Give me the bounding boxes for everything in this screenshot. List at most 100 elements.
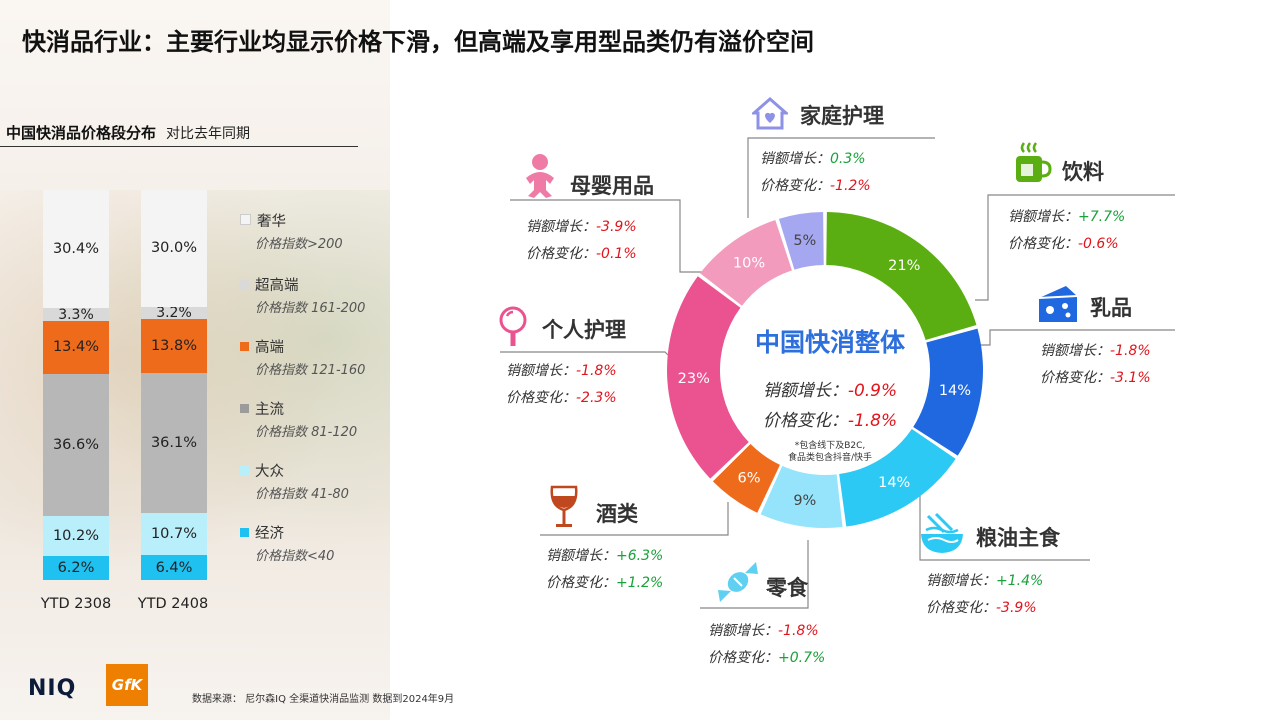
legend-sub: 价格指数 81-120 — [255, 425, 358, 440]
leader-line-baby — [510, 199, 720, 273]
staple-sales-label: 销额增长： — [926, 573, 996, 589]
legend-sub: 价格指数>200 — [255, 237, 343, 252]
subtitle-rule — [0, 146, 358, 147]
beverage-sales-value: +7.7% — [1078, 209, 1126, 225]
dairy-sales-label: 销额增长： — [1040, 343, 1110, 359]
donut-slice-2 — [839, 429, 956, 527]
bar-segment-1-2: 36.1% — [141, 372, 207, 514]
legend-item-4: 大众 价格指数 41-80 — [240, 460, 349, 502]
bar-segment-0-2: 36.6% — [43, 373, 109, 517]
category-beverage-name: 饮料 — [1062, 160, 1104, 184]
liquor-price-value: +1.2% — [616, 575, 664, 591]
beverage-price-label: 价格变化： — [1008, 236, 1078, 252]
center-price-value: -1.8% — [847, 411, 898, 431]
bar-data-label: 10.2% — [52, 527, 100, 544]
legend-sub: 价格指数<40 — [255, 549, 335, 564]
tea-cup-icon — [1016, 142, 1052, 182]
leader-line-snack — [700, 540, 809, 609]
legend-item-2: 高端价格指数 121-160 — [240, 336, 365, 378]
donut-center-note: *包含线下及B2C, 食品类包含抖音/快手 — [730, 440, 930, 464]
category-liquor-price: 价格变化：+1.2% — [546, 572, 663, 592]
category-snack-sales: 销额增长：-1.8% — [708, 620, 819, 640]
legend-sub: 价格指数 161-200 — [255, 301, 366, 316]
category-staple-sales: 销额增长：+1.4% — [926, 570, 1043, 590]
legend-name: 高端 — [255, 340, 284, 356]
donut-slice-label-6: 10% — [733, 256, 765, 272]
legend-sub: 价格指数 41-80 — [255, 487, 349, 502]
bar-chart-title: 中国快消品价格段分布 对比去年同期 — [6, 122, 250, 143]
baby-price-value: -0.1% — [596, 246, 637, 262]
category-beverage-sales: 销额增长：+7.7% — [1008, 206, 1125, 226]
category-personal-care-price: 价格变化：-2.3% — [506, 387, 617, 407]
donut-slice-1 — [913, 328, 983, 456]
leader-line-beverage — [975, 194, 1175, 301]
bar-data-label: 10.7% — [150, 526, 198, 543]
bar-data-label: 36.6% — [52, 436, 100, 453]
wine-glass-icon — [550, 485, 578, 527]
noodle-bowl-icon — [921, 512, 963, 553]
beverage-price-value: -0.6% — [1078, 236, 1119, 252]
category-liquor-name: 酒类 — [596, 502, 638, 526]
bar-segment-1-3: 13.8% — [141, 319, 207, 373]
snack-price-label: 价格变化： — [708, 650, 778, 666]
baby-icon — [526, 154, 554, 198]
bar-data-label: 13.8% — [150, 338, 198, 355]
bar-data-label: 6.4% — [155, 559, 193, 576]
baby-sales-value: -3.9% — [596, 219, 637, 235]
bar-segment-0-0: 6.2% — [43, 555, 109, 580]
legend-item-5: 经济 价格指数<40 — [240, 522, 334, 564]
bar-segment-0-3: 13.4% — [43, 321, 109, 374]
bar-data-label: 13.4% — [52, 339, 100, 356]
dairy-price-value: -3.1% — [1110, 370, 1151, 386]
niq-logo: NIQ — [28, 676, 77, 701]
category-baby-price: 价格变化：-0.1% — [526, 243, 637, 263]
staple-sales-value: +1.4% — [996, 573, 1044, 589]
legend-name: 主流 — [255, 402, 284, 418]
cheese-icon — [1038, 286, 1078, 322]
bar-chart-subtitle: 中国快消品价格段分布 — [6, 124, 157, 142]
donut-slices: 21% 14% 14% 9% 6% 23% 10% 5% — [666, 212, 983, 529]
donut-slice-7 — [778, 212, 824, 270]
data-source: 数据来源： 尼尔森IQ 全渠道快消品监测 数据到2024年9月 — [192, 694, 455, 705]
category-beverage-price: 价格变化：-0.6% — [1008, 233, 1119, 253]
center-price-label: 价格变化： — [762, 411, 848, 431]
home-care-price-label: 价格变化： — [760, 178, 830, 194]
x-tick-label-2408: YTD 2408 — [137, 596, 209, 612]
candy-icon — [718, 562, 758, 602]
category-personal-care-name: 个人护理 — [542, 318, 626, 342]
bar-segment-0-5: 30.4% — [43, 190, 109, 309]
bar-data-label: 30.0% — [150, 240, 198, 257]
donut-slice-label-5: 23% — [678, 371, 710, 387]
bar-segment-1-1: 10.7% — [141, 513, 207, 556]
liquor-price-label: 价格变化： — [546, 575, 616, 591]
legend-swatch — [240, 214, 251, 225]
legend-name: 奢华 — [257, 214, 286, 230]
personal-price-label: 价格变化： — [506, 390, 576, 406]
category-dairy-sales: 销额增长：-1.8% — [1040, 340, 1151, 360]
leader-lines — [500, 137, 1175, 609]
home-care-price-value: -1.2% — [830, 178, 871, 194]
x-tick-label-2308: YTD 2308 — [40, 596, 112, 612]
category-snack-name: 零食 — [766, 576, 808, 600]
dairy-sales-value: -1.8% — [1110, 343, 1151, 359]
category-personal-care-sales: 销额增长：-1.8% — [506, 360, 617, 380]
home-care-sales-label: 销额增长： — [760, 151, 830, 167]
legend-item-0: 奢华价格指数>200 — [240, 210, 343, 252]
category-staple-price: 价格变化：-3.9% — [926, 597, 1037, 617]
legend-item-3: 主流价格指数 81-120 — [240, 398, 357, 440]
legend-sub: 价格指数 121-160 — [255, 363, 366, 378]
bar-data-label: 30.4% — [52, 241, 100, 258]
bar-segment-0-1: 10.2% — [43, 516, 109, 556]
bar-segment-1-4: 3.2% — [141, 305, 207, 321]
leader-line-personal — [500, 351, 669, 356]
baby-sales-label: 销额增长： — [526, 219, 596, 235]
legend-swatch — [240, 280, 249, 289]
liquor-sales-value: +6.3% — [616, 548, 664, 564]
donut-slice-label-2: 14% — [878, 475, 910, 491]
legend-item-1: 超高端 价格指数 161-200 — [240, 274, 365, 316]
legend-swatch — [240, 342, 249, 351]
donut-slice-0 — [826, 212, 977, 341]
legend-swatch — [240, 466, 249, 475]
donut-slice-label-0: 21% — [888, 258, 920, 274]
